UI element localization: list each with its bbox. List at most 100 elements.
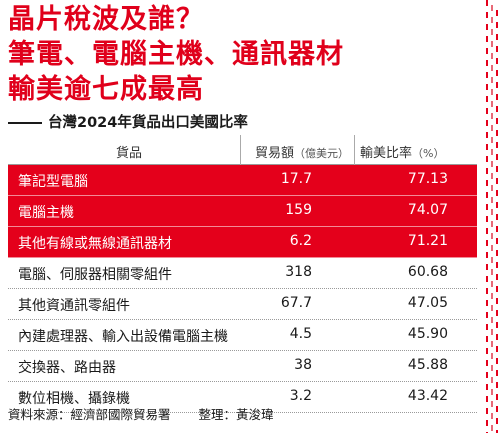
stripe-dash [486, 96, 488, 102]
stripe-dash [496, 418, 498, 424]
stripe-dash [496, 406, 498, 412]
stripe-dash [491, 197, 493, 203]
stripe-dash [491, 113, 493, 119]
stripe-dash [496, 274, 498, 280]
row-trade-value: 38 [294, 357, 312, 373]
stripe-dash [496, 346, 498, 352]
subtitle-dash [8, 122, 42, 124]
row-goods-name: 數位相機、攝錄機 [18, 391, 130, 407]
stripe-dash [486, 300, 488, 306]
header-ratio: 輸美比率（%） [360, 142, 444, 161]
stripe-dash [491, 185, 493, 191]
row-goods-name: 其他有線或無線通訊器材 [18, 236, 172, 252]
header-ratio-label: 輸美比率 [360, 146, 413, 161]
row-trade-value: 318 [285, 264, 312, 280]
stripe-dash [486, 396, 488, 402]
stripe-dash [486, 324, 488, 330]
row-trade-value: 6.2 [289, 233, 312, 249]
stripe-dash [486, 0, 488, 6]
stripe-dash [486, 336, 488, 342]
stripe-dash [496, 34, 498, 40]
stripe-dash [496, 106, 498, 112]
row-trade-value: 4.5 [289, 326, 312, 342]
stripe-dash [491, 401, 493, 407]
stripe-dash [496, 118, 498, 124]
row-trade-value: 67.7 [280, 295, 312, 311]
stripe-dash [496, 22, 498, 28]
stripe-dash [486, 48, 488, 54]
stripe-dash [496, 166, 498, 172]
stripe-dash [491, 89, 493, 95]
stripe-dash [496, 190, 498, 196]
headline: 晶片稅波及誰？ 筆電、電腦主機、通訊器材 輸美逾七成最高 [8, 2, 478, 107]
stripe-dash [486, 240, 488, 246]
stripe-dash [491, 353, 493, 359]
stripe-dash [496, 238, 498, 244]
row-ratio-value: 47.05 [407, 295, 448, 311]
stripe-dash [486, 120, 488, 126]
stripe-dash [486, 132, 488, 138]
stripe-dash [496, 130, 498, 136]
stripe-dash [491, 209, 493, 215]
header-ratio-unit: （%） [412, 147, 445, 160]
row-goods-name: 內建處理器、輸入出設備電腦主機 [18, 329, 228, 345]
stripe-dash [496, 178, 498, 184]
row-ratio-value: 77.13 [407, 171, 448, 187]
stripe-dash [496, 70, 498, 76]
headline-line-1: 晶片稅波及誰？ [8, 4, 204, 35]
stripe-dash [491, 125, 493, 131]
row-trade-value: 159 [285, 202, 312, 218]
stripe-dash [491, 41, 493, 47]
stripe-dash [491, 29, 493, 35]
stripe-dash [486, 312, 488, 318]
data-table: 貨品 貿易額（億美元） 輸美比率（%） 筆記型電腦 17.7 77.13 電腦主機 15… [8, 135, 477, 413]
header-trade-unit: （億美元） [294, 147, 350, 160]
subtitle: 台灣2024年貨品出口美國比率 [8, 111, 248, 132]
stripe-dash [491, 413, 493, 419]
stripe-dash [491, 317, 493, 323]
stripe-dash [491, 341, 493, 347]
table-body: 筆記型電腦 17.7 77.13 電腦主機 159 74.07 其他有線或無線通訊器材 6.2… [8, 165, 477, 413]
stripe-dash [496, 334, 498, 340]
stripe-dash [486, 276, 488, 282]
row-trade-value: 17.7 [280, 171, 312, 187]
stripe-dash [496, 310, 498, 316]
stripe-dash [491, 257, 493, 263]
row-ratio-value: 45.88 [407, 357, 448, 373]
stripe-dash [496, 82, 498, 88]
header-goods: 貨品 [116, 146, 143, 161]
stripe-dash [486, 156, 488, 162]
stripe-dash [496, 394, 498, 400]
stripe-dash [491, 101, 493, 107]
stripe-dash [491, 149, 493, 155]
stripe-dash [496, 286, 498, 292]
stripe-dash [486, 408, 488, 414]
stripe-dash [486, 72, 488, 78]
stripe-dash [486, 384, 488, 390]
stripe-dash [496, 142, 498, 148]
stripe-dash [486, 168, 488, 174]
table-row: 內建處理器、輸入出設備電腦主機 4.5 45.90 [8, 320, 477, 351]
stripe-dash [491, 425, 493, 431]
stripe-dash [486, 372, 488, 378]
stripe-dash [496, 430, 498, 433]
stripe-dash [486, 360, 488, 366]
stripe-dash [486, 36, 488, 42]
stripe-dash [496, 154, 498, 160]
stripe-dash [491, 17, 493, 23]
stripe-dash [496, 250, 498, 256]
table-row: 電腦、伺服器相關零組件 318 60.68 [8, 258, 477, 289]
stripe-dash [491, 281, 493, 287]
stripe-dash [496, 358, 498, 364]
row-goods-name: 電腦主機 [18, 205, 74, 221]
row-goods-name: 筆記型電腦 [18, 174, 88, 190]
stripe-dash [491, 173, 493, 179]
stripe-dash [491, 53, 493, 59]
stripe-dash [486, 84, 488, 90]
subtitle-text: 台灣2024年貨品出口美國比率 [48, 115, 248, 131]
table-header: 貨品 貿易額（億美元） 輸美比率（%） [8, 135, 477, 165]
stripe-dash [491, 305, 493, 311]
stripe-dash [486, 348, 488, 354]
row-goods-name: 其他資通訊零組件 [18, 298, 130, 314]
stripe-dash [486, 60, 488, 66]
